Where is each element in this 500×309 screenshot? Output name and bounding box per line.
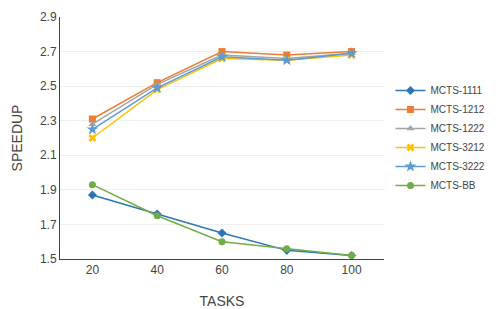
svg-text:MCTS-1212: MCTS-1212 bbox=[430, 104, 484, 115]
svg-text:1.7: 1.7 bbox=[40, 218, 57, 232]
svg-text:MCTS-3222: MCTS-3222 bbox=[430, 161, 484, 172]
svg-text:60: 60 bbox=[215, 263, 229, 277]
svg-text:1.5: 1.5 bbox=[40, 252, 57, 266]
svg-text:20: 20 bbox=[86, 263, 100, 277]
svg-text:100: 100 bbox=[342, 263, 362, 277]
svg-text:2.9: 2.9 bbox=[40, 10, 57, 24]
svg-text:MCTS-3212: MCTS-3212 bbox=[430, 142, 484, 153]
svg-text:2.5: 2.5 bbox=[40, 79, 57, 93]
svg-text:2.1: 2.1 bbox=[40, 148, 57, 162]
svg-text:MCTS-1111: MCTS-1111 bbox=[430, 85, 482, 96]
svg-text:SPEEDUP: SPEEDUP bbox=[9, 105, 25, 172]
svg-text:2.3: 2.3 bbox=[40, 114, 57, 128]
svg-text:MCTS-BB: MCTS-BB bbox=[430, 180, 475, 191]
svg-text:80: 80 bbox=[280, 263, 294, 277]
svg-text:TASKS: TASKS bbox=[200, 293, 245, 309]
svg-text:MCTS-1222: MCTS-1222 bbox=[430, 123, 484, 134]
svg-text:1.9: 1.9 bbox=[40, 183, 57, 197]
svg-text:2.7: 2.7 bbox=[40, 45, 57, 59]
svg-text:40: 40 bbox=[151, 263, 165, 277]
